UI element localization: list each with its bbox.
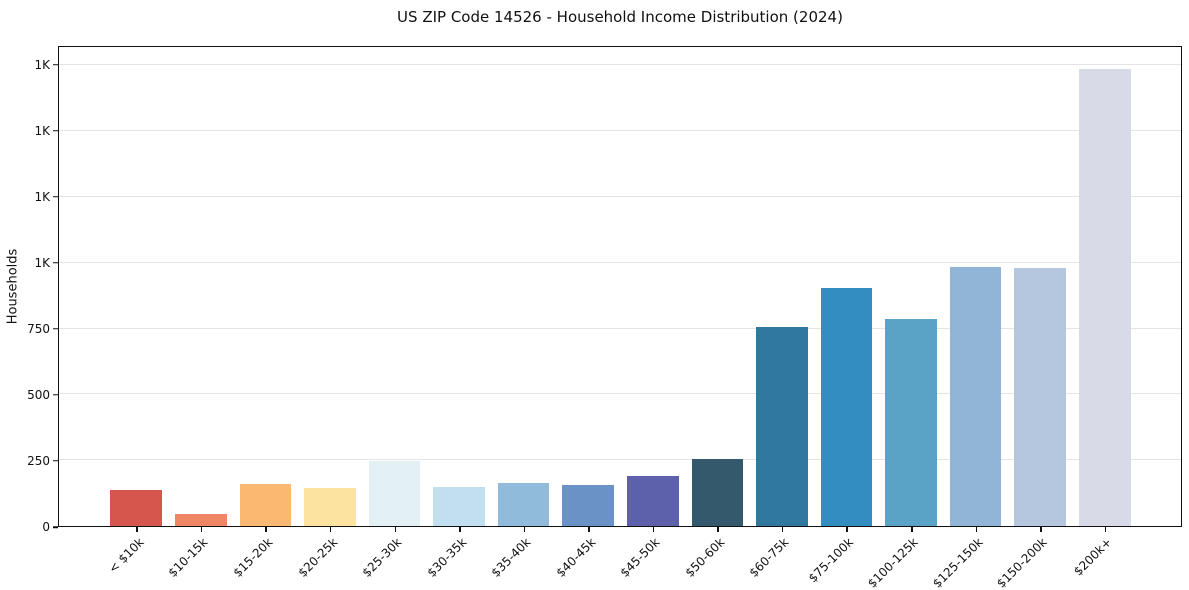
x-tick-mark: [265, 527, 267, 532]
x-tick-mark: [717, 527, 719, 532]
y-tick-mark: [53, 63, 58, 66]
bar-slot: $15-20k: [230, 47, 298, 580]
y-tick-label: 750: [27, 321, 50, 336]
bar-$45-50k: [626, 476, 679, 526]
x-tick-mark: [652, 527, 655, 532]
y-tick-label: 1K: [34, 255, 50, 270]
x-tick-mark: [975, 527, 978, 532]
x-tick-label: < $10k: [105, 535, 147, 576]
gridline: [59, 196, 1181, 198]
y-tick-mark: [53, 328, 58, 330]
y-axis-tick-labels: 0 250 500 750 1K 1K 1K 1K: [0, 46, 50, 535]
bar-slot: $30-35k: [424, 47, 492, 580]
bar-$30-35k: [433, 487, 485, 526]
x-tick-mark: [329, 527, 332, 532]
x-tick-mark: [846, 527, 848, 532]
bar-slot: $200k+: [1071, 47, 1137, 579]
bar-$35-40k: [497, 482, 550, 526]
bars-container: < $10k $10-15k $15-20k $20-25k $25-30k $30-35…: [104, 47, 1137, 590]
bar-slot: $100-125k: [865, 47, 944, 590]
bar-$60-75k: [756, 326, 808, 526]
bar-$75-100k: [820, 287, 873, 526]
bar-slot: $150-200k: [994, 47, 1073, 590]
x-tick-label: $15-20k: [230, 535, 276, 580]
y-tick-label: 0: [42, 520, 50, 534]
bar-$50-60k: [691, 458, 744, 526]
bar-$125-150k: [949, 266, 1002, 526]
x-tick-label: $10-15k: [165, 535, 211, 580]
bar-slot: $40-45k: [553, 47, 621, 580]
bar-slot: $50-60k: [682, 47, 750, 580]
bar-$25-30k: [368, 460, 421, 526]
y-tick-label: 1K: [34, 57, 50, 72]
x-tick-mark: [911, 527, 913, 532]
y-tick-label: 1K: [34, 123, 50, 138]
plot-area: < $10k $10-15k $15-20k $20-25k $25-30k $30-35…: [58, 46, 1182, 590]
bar-< $10k: [110, 490, 163, 526]
bar-$150-200k: [1014, 267, 1066, 526]
x-tick-mark: [136, 527, 138, 532]
x-tick-label: $100-125k: [865, 535, 921, 590]
x-tick-mark: [523, 527, 526, 532]
x-tick-label: $30-35k: [424, 535, 469, 580]
gridline: [59, 130, 1181, 132]
bar-slot: $35-40k: [489, 47, 556, 580]
x-tick-mark: [1040, 527, 1042, 532]
x-tick-mark: [781, 527, 784, 532]
x-tick-label: $35-40k: [488, 535, 534, 580]
bar-slot: < $10k: [104, 47, 169, 576]
bar-$20-25k: [304, 488, 356, 526]
bar-slot: $20-25k: [295, 47, 363, 580]
y-tick-mark: [53, 526, 58, 528]
bar-$15-20k: [239, 483, 292, 526]
x-tick-mark: [200, 527, 203, 532]
bar-slot: $125-150k: [930, 47, 1008, 590]
y-tick-label: 250: [27, 453, 50, 468]
bar-slot: $75-100k: [806, 47, 879, 585]
bar-$40-45k: [562, 484, 615, 526]
x-tick-mark: [394, 527, 397, 532]
gridline: [59, 459, 1181, 461]
bar-$10-15k: [175, 514, 227, 526]
y-axis-tick-marks: [53, 46, 58, 528]
y-tick-mark: [53, 261, 58, 264]
x-tick-label: $45-50k: [617, 535, 663, 580]
chart-title: US ZIP Code 14526 - Household Income Dis…: [397, 8, 843, 26]
bar-slot: $10-15k: [166, 47, 234, 580]
x-tick-label: $25-30k: [359, 535, 405, 580]
x-tick-label: $20-25k: [295, 535, 340, 580]
bar-$100-125k: [885, 319, 937, 526]
x-tick-mark: [1104, 527, 1107, 532]
x-tick-label: $40-45k: [553, 535, 599, 580]
y-tick-label: 1K: [34, 189, 50, 204]
x-tick-label: $125-150k: [929, 535, 986, 590]
x-tick-label: $150-200k: [994, 535, 1051, 590]
y-tick-mark: [53, 460, 58, 462]
gridline: [59, 64, 1181, 66]
gridline: [59, 261, 1181, 263]
bar-slot: $60-75k: [747, 47, 815, 580]
x-tick-label: $50-60k: [682, 535, 728, 580]
x-tick-mark: [459, 527, 461, 532]
bar-slot: $25-30k: [360, 47, 427, 580]
x-tick-mark: [588, 527, 590, 532]
x-tick-label: $200k+: [1071, 535, 1115, 579]
bar-$200k+: [1078, 69, 1131, 526]
bar-slot: $45-50k: [618, 47, 686, 580]
x-tick-label: $60-75k: [746, 535, 792, 580]
y-tick-mark: [53, 394, 58, 396]
y-tick-mark: [53, 129, 58, 132]
gridline: [59, 327, 1181, 329]
y-tick-label: 500: [27, 387, 50, 402]
x-tick-label: $75-100k: [806, 535, 857, 586]
gridline: [59, 393, 1181, 395]
y-tick-mark: [53, 195, 58, 198]
